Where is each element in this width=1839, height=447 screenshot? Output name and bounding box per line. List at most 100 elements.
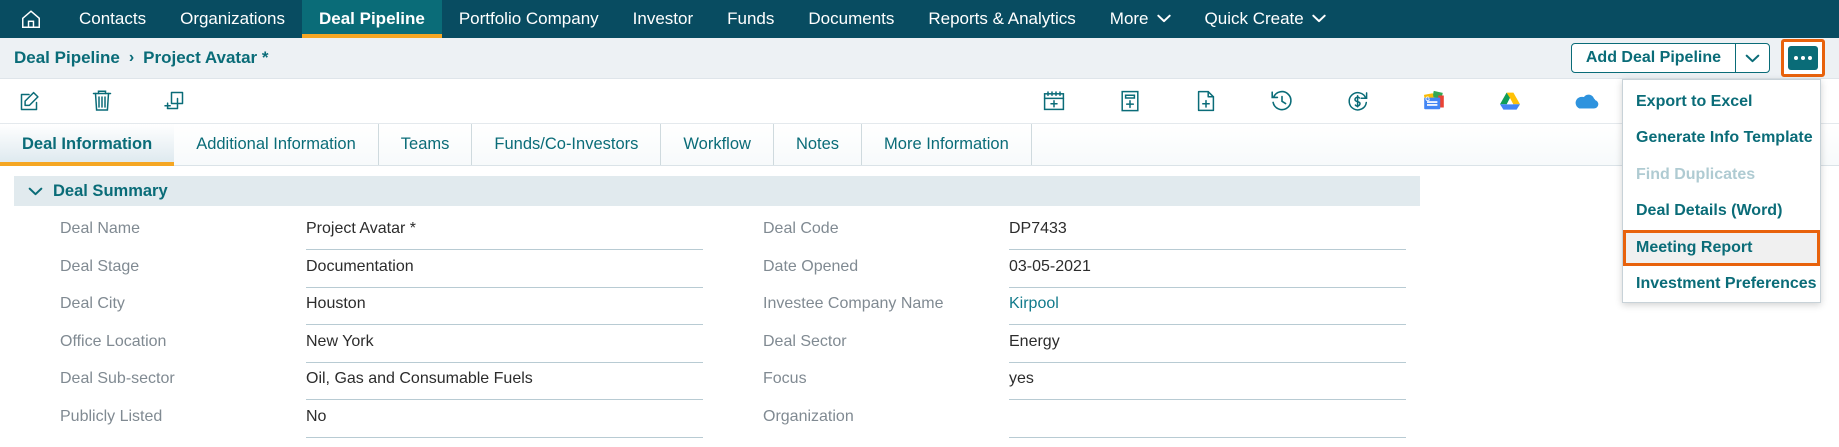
field-label: Office Location — [60, 332, 167, 350]
form-field: Deal Code DP7433 — [717, 218, 1420, 256]
nav-item-reports-analytics[interactable]: Reports & Analytics — [911, 0, 1092, 38]
field-input[interactable]: Oil, Gas and Consumable Fuels — [306, 368, 703, 400]
menu-item-export-to-excel[interactable]: Export to Excel — [1636, 93, 1753, 110]
home-icon[interactable] — [0, 0, 62, 38]
delete-icon[interactable] — [80, 82, 124, 120]
more-options-dropdown-menu: Export to Excel Generate Info Template Fin… — [1622, 79, 1821, 304]
nav-item-organizations[interactable]: Organizations — [163, 0, 302, 38]
tab-label: Notes — [795, 135, 840, 153]
deal-summary-section-header[interactable]: Deal Summary — [14, 176, 1420, 206]
nav-item-label: Contacts — [79, 9, 147, 28]
document-add-icon[interactable] — [1184, 82, 1228, 120]
nav-item-more[interactable]: More — [1093, 0, 1188, 38]
field-value-link[interactable]: Kirpool — [1009, 295, 1059, 312]
field-value: yes — [1009, 370, 1034, 387]
field-input[interactable]: Kirpool — [1009, 293, 1406, 325]
tab-additional-information[interactable]: Additional Information — [174, 124, 379, 165]
field-input[interactable]: DP7433 — [1009, 218, 1406, 250]
field-label: Deal Sub-sector — [60, 370, 175, 387]
note-add-icon[interactable] — [1108, 82, 1152, 120]
field-input[interactable] — [1009, 406, 1406, 438]
field-value — [1009, 406, 1406, 428]
form-field: Focus yes — [717, 368, 1420, 406]
nav-item-portfolio-company[interactable]: Portfolio Company — [442, 0, 616, 38]
field-label: Publicly Listed — [60, 407, 163, 425]
field-input[interactable]: yes — [1009, 368, 1406, 400]
field-value: Oil, Gas and Consumable Fuels — [306, 370, 533, 387]
field-input[interactable]: No — [306, 406, 703, 438]
menu-item-generate-info-template[interactable]: Generate Info Template — [1636, 129, 1813, 147]
field-label: Deal City — [60, 295, 125, 312]
field-input[interactable]: Project Avatar * — [306, 218, 703, 250]
onedrive-icon[interactable] — [1564, 82, 1608, 120]
tab-workflow[interactable]: Workflow — [661, 124, 774, 165]
nav-item-label: Documents — [808, 9, 895, 28]
chevron-down-icon[interactable] — [1156, 8, 1171, 28]
field-label: Deal Code — [763, 220, 839, 237]
tab-teams[interactable]: Teams — [379, 124, 473, 165]
duplicate-icon[interactable] — [152, 82, 196, 120]
nav-item-quick-create[interactable]: Quick Create — [1188, 0, 1343, 38]
field-input[interactable]: Documentation — [306, 256, 703, 288]
google-drive-icon[interactable] — [1488, 82, 1532, 120]
add-deal-pipeline-button[interactable]: Add Deal Pipeline — [1570, 43, 1770, 73]
field-value: DP7433 — [1009, 220, 1067, 237]
nav-item-investor[interactable]: Investor — [616, 0, 710, 38]
field-label: Organization — [763, 407, 854, 425]
tab-deal-information[interactable]: Deal Information — [0, 124, 175, 166]
svg-text:G: G — [1425, 97, 1430, 103]
nav-item-funds[interactable]: Funds — [710, 0, 791, 38]
breadcrumb-current-item: Project Avatar * — [143, 48, 269, 67]
menu-item-meeting-report[interactable]: Meeting Report — [1623, 229, 1820, 266]
nav-item-label: Reports & Analytics — [928, 9, 1076, 28]
form-field: Organization — [717, 406, 1420, 444]
more-options-button[interactable] — [1788, 46, 1818, 70]
form-field: Deal Sector Energy — [717, 331, 1420, 369]
dot-icon — [1801, 56, 1805, 60]
nav-item-label: Funds — [727, 9, 775, 28]
field-input[interactable]: Energy — [1009, 331, 1406, 363]
form-field: Investee Company Name Kirpool — [717, 293, 1420, 331]
tab-bar: Deal Information Additional Information Te… — [0, 124, 1839, 166]
field-input[interactable]: Houston — [306, 293, 703, 325]
tab-label: Additional Information — [196, 135, 356, 153]
tab-label: Funds/Co-Investors — [494, 135, 639, 153]
field-input[interactable]: 03-05-2021 — [1009, 256, 1406, 288]
add-deal-pipeline-label[interactable]: Add Deal Pipeline — [1585, 49, 1721, 66]
field-value: Project Avatar * — [306, 220, 416, 237]
nav-item-contacts[interactable]: Contacts — [62, 0, 163, 38]
menu-item-investment-preferences[interactable]: Investment Preferences — [1636, 274, 1817, 292]
form-field: Deal City Houston — [14, 293, 717, 331]
chevron-down-icon[interactable] — [1735, 44, 1769, 72]
nav-item-label: Investor — [632, 9, 694, 28]
form-field: Deal Name Project Avatar * — [14, 218, 717, 256]
tab-label: More Information — [884, 135, 1009, 153]
field-input[interactable]: New York — [306, 331, 703, 363]
history-icon[interactable] — [1260, 82, 1304, 120]
field-label: Focus — [763, 370, 807, 387]
breadcrumb-actions: Add Deal Pipeline — [1570, 39, 1825, 77]
tab-notes[interactable]: Notes — [774, 124, 863, 165]
chevron-down-icon[interactable] — [1312, 8, 1326, 28]
dot-icon — [1808, 56, 1812, 60]
breadcrumb-root-link[interactable]: Deal Pipeline — [14, 48, 120, 67]
deal-information-panel: Deal Summary Deal Name Project Avatar * De… — [0, 166, 1839, 443]
field-label: Investee Company Name — [763, 295, 944, 312]
nav-item-deal-pipeline[interactable]: Deal Pipeline — [301, 0, 442, 38]
tab-label: Workflow — [683, 135, 751, 153]
nav-item-label: Portfolio Company — [458, 9, 599, 28]
section-title: Deal Summary — [53, 181, 168, 200]
menu-item-deal-details-word[interactable]: Deal Details (Word) — [1636, 202, 1783, 220]
field-label: Deal Sector — [763, 332, 847, 350]
tab-funds-co-investors[interactable]: Funds/Co-Investors — [472, 124, 662, 165]
chevron-down-icon[interactable] — [28, 187, 43, 196]
google-news-icon[interactable]: G — [1412, 82, 1456, 120]
edit-icon[interactable] — [8, 82, 52, 120]
currency-refresh-icon[interactable] — [1336, 82, 1380, 120]
top-nav-items: Contacts Organizations Deal Pipeline Portfo… — [62, 0, 1343, 38]
calendar-add-icon[interactable] — [1032, 82, 1076, 120]
tab-more-information[interactable]: More Information — [862, 124, 1032, 165]
nav-item-documents[interactable]: Documents — [791, 0, 911, 38]
field-value: Energy — [1009, 332, 1060, 350]
